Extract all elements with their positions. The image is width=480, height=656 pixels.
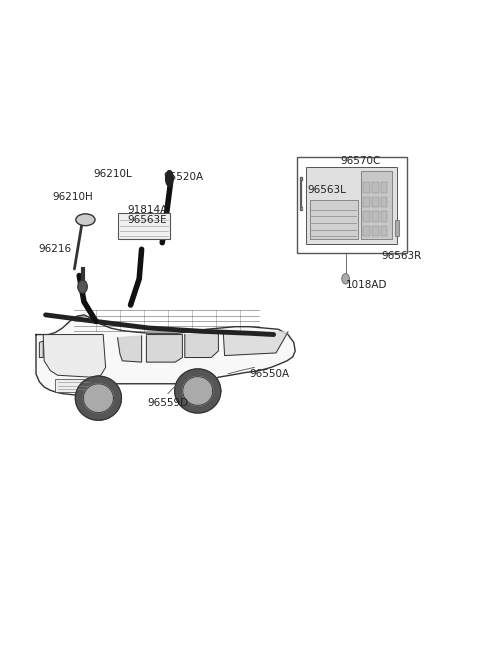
Text: 96550A: 96550A (250, 369, 290, 379)
Bar (372, 182, 379, 193)
Bar (118, 213, 170, 239)
Text: 96563R: 96563R (382, 251, 422, 261)
Polygon shape (75, 376, 121, 420)
Polygon shape (166, 171, 173, 186)
Polygon shape (36, 315, 295, 403)
Circle shape (342, 274, 349, 284)
Bar (363, 182, 370, 193)
Polygon shape (43, 335, 106, 377)
Bar (363, 211, 370, 222)
Bar (395, 220, 399, 236)
Polygon shape (183, 377, 213, 405)
Bar (297, 157, 407, 253)
Bar (55, 379, 94, 392)
Polygon shape (300, 177, 302, 210)
Bar (363, 226, 370, 236)
Text: 96559D: 96559D (147, 398, 189, 409)
Bar (381, 226, 387, 236)
Ellipse shape (76, 214, 95, 226)
Text: 96216: 96216 (38, 244, 72, 255)
Bar (381, 211, 387, 222)
Bar (361, 171, 392, 239)
Polygon shape (223, 331, 288, 356)
Bar (372, 226, 379, 236)
Polygon shape (118, 336, 142, 362)
Polygon shape (185, 333, 218, 358)
Text: 96570C: 96570C (341, 155, 381, 166)
Polygon shape (39, 341, 43, 358)
Bar (381, 182, 387, 193)
Bar (372, 197, 379, 207)
Polygon shape (146, 335, 182, 362)
Bar (306, 167, 397, 244)
Text: 95520A: 95520A (163, 172, 204, 182)
Text: 96563E: 96563E (127, 215, 167, 225)
Polygon shape (175, 369, 221, 413)
Bar (372, 211, 379, 222)
Text: 1018AD: 1018AD (346, 280, 387, 291)
Bar (310, 200, 358, 239)
Polygon shape (84, 384, 113, 413)
Bar (363, 197, 370, 207)
Bar (381, 197, 387, 207)
Text: 91814A: 91814A (127, 205, 168, 215)
Text: 96210L: 96210L (94, 169, 132, 179)
Text: 96563L: 96563L (307, 185, 346, 195)
Circle shape (78, 280, 87, 293)
Text: 96210H: 96210H (53, 192, 94, 202)
